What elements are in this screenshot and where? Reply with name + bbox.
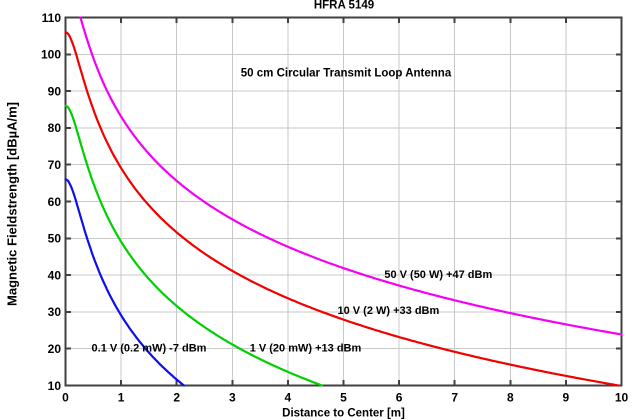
svg-text:50 V (50 W) +47 dBm: 50 V (50 W) +47 dBm	[384, 269, 492, 281]
svg-text:Magnetic Fieldstrength [dBµA/m: Magnetic Fieldstrength [dBµA/m]	[4, 102, 19, 306]
svg-text:10 V (2 W) +33 dBm: 10 V (2 W) +33 dBm	[338, 305, 440, 317]
svg-text:40: 40	[48, 268, 62, 282]
svg-text:110: 110	[42, 11, 62, 25]
svg-text:0.1 V (0.2 mW) -7 dBm: 0.1 V (0.2 mW) -7 dBm	[92, 343, 207, 355]
svg-text:4: 4	[285, 391, 292, 405]
svg-text:70: 70	[48, 158, 62, 172]
svg-text:60: 60	[48, 195, 62, 209]
svg-text:8: 8	[507, 391, 514, 405]
svg-text:6: 6	[396, 391, 403, 405]
svg-text:10: 10	[615, 391, 629, 405]
svg-text:HFRA 5149: HFRA 5149	[314, 0, 374, 12]
svg-text:9: 9	[563, 391, 570, 405]
svg-text:20: 20	[48, 342, 62, 356]
svg-text:30: 30	[48, 305, 62, 319]
svg-text:5: 5	[340, 391, 347, 405]
svg-text:3: 3	[229, 391, 236, 405]
svg-text:90: 90	[48, 84, 62, 98]
svg-text:2: 2	[173, 391, 180, 405]
svg-text:Distance to Center [m]: Distance to Center [m]	[282, 407, 405, 419]
svg-text:80: 80	[48, 121, 62, 135]
svg-text:1: 1	[118, 391, 125, 405]
svg-text:10: 10	[48, 379, 62, 393]
svg-text:7: 7	[451, 391, 458, 405]
svg-text:50: 50	[48, 232, 62, 246]
svg-text:100: 100	[41, 48, 61, 62]
svg-text:1 V (20 mW) +13 dBm: 1 V (20 mW) +13 dBm	[250, 343, 362, 355]
svg-text:50 cm Circular Transmit Loop A: 50 cm Circular Transmit Loop Antenna	[241, 67, 452, 79]
svg-text:0: 0	[62, 391, 69, 405]
